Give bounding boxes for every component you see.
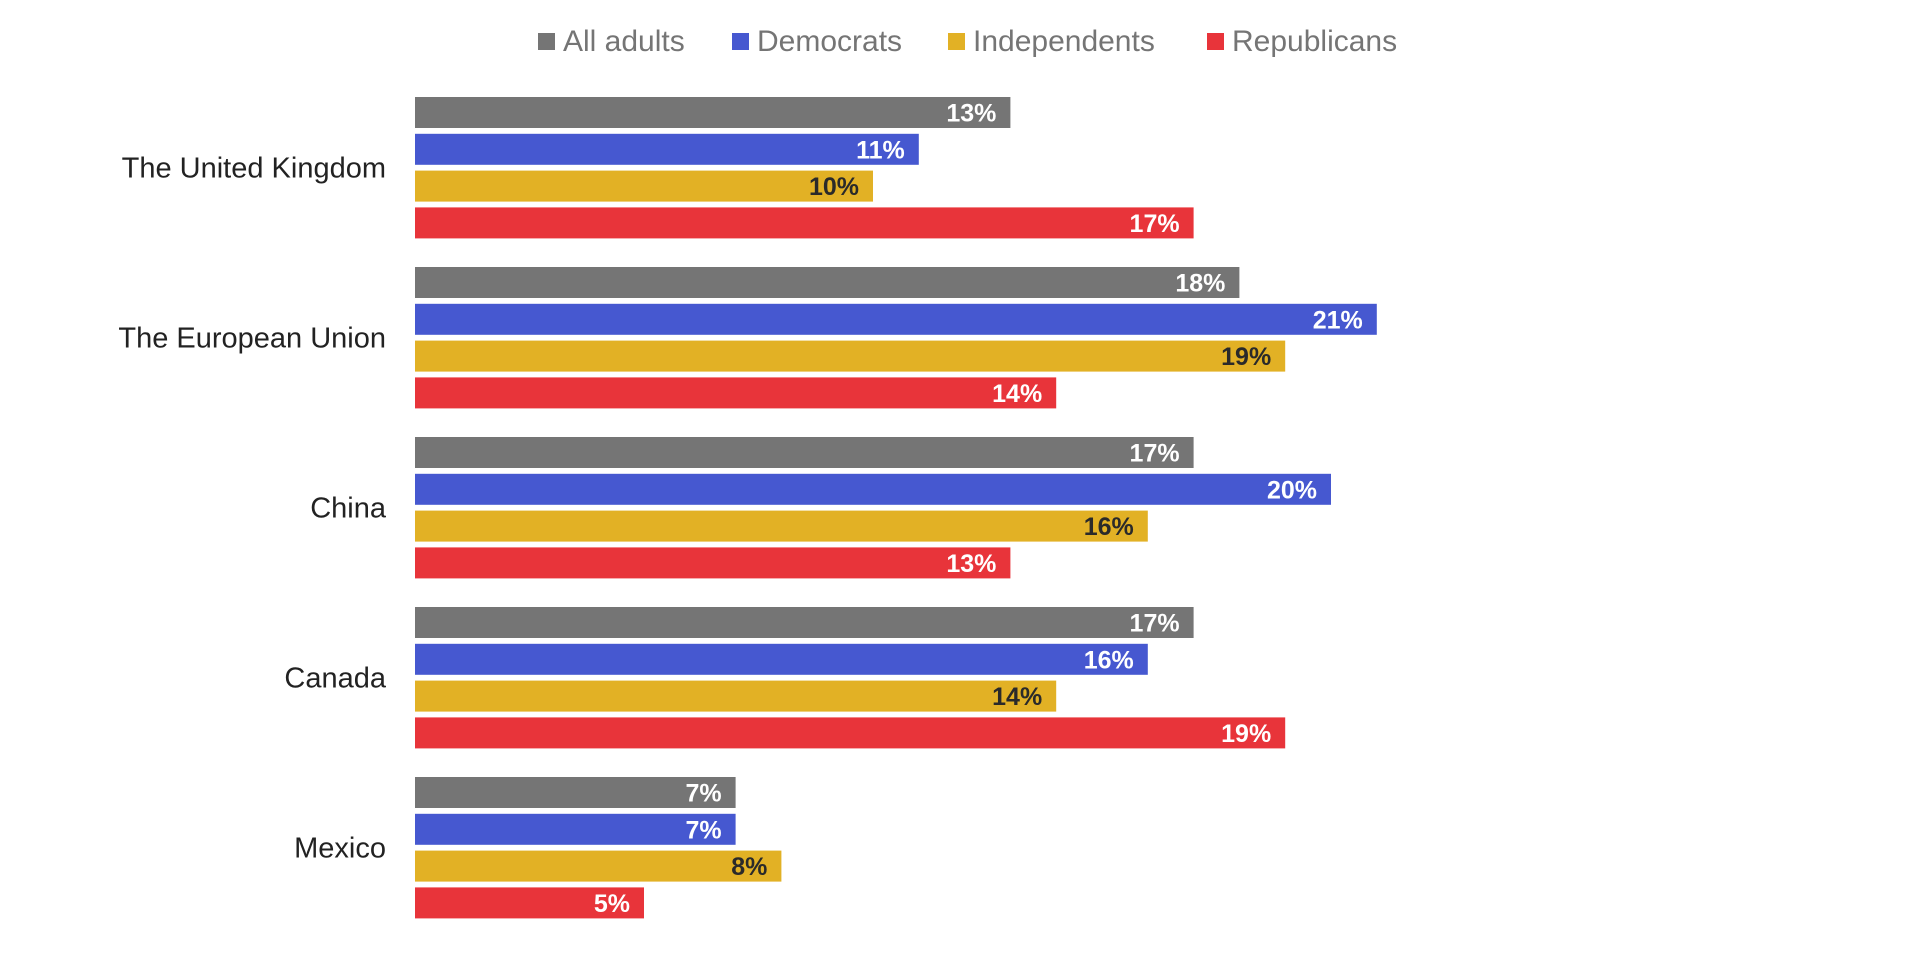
bar-china-democrats bbox=[415, 473, 1331, 505]
category-labels: The United Kingdom The European Union Chin… bbox=[118, 153, 387, 865]
legend-label-democrats: Democrats bbox=[757, 25, 902, 58]
category-label-canada: Canada bbox=[284, 663, 386, 695]
bar-mexico-independents bbox=[415, 850, 782, 882]
value-label-mexico-democrats: 7% bbox=[685, 816, 721, 844]
category-label-china: China bbox=[310, 493, 387, 525]
value-label-the-united-kingdom-democrats: 11% bbox=[856, 136, 905, 164]
bar-canada-independents bbox=[415, 680, 1057, 712]
legend-swatch-republicans bbox=[1207, 33, 1224, 50]
value-label-china-democrats: 20% bbox=[1267, 476, 1317, 504]
bar-canada-democrats bbox=[415, 643, 1148, 675]
legend-label-all-adults: All adults bbox=[563, 25, 685, 58]
bar-the-united-kingdom-democrats bbox=[415, 133, 919, 165]
value-label-the-european-union-independents: 19% bbox=[1221, 343, 1271, 371]
value-label-the-united-kingdom-independents: 10% bbox=[809, 173, 859, 201]
legend-label-independents: Independents bbox=[973, 25, 1155, 58]
value-label-canada-all-adults: 17% bbox=[1130, 610, 1180, 638]
bar-the-european-union-democrats bbox=[415, 303, 1377, 335]
bar-canada-republicans bbox=[415, 717, 1286, 749]
value-label-mexico-independents: 8% bbox=[731, 853, 767, 881]
value-label-china-independents: 16% bbox=[1084, 513, 1134, 541]
bar-the-united-kingdom-independents bbox=[415, 170, 873, 202]
bar-mexico-democrats bbox=[415, 813, 736, 845]
category-label-the-european-union: The European Union bbox=[118, 323, 386, 355]
legend-label-republicans: Republicans bbox=[1232, 25, 1397, 58]
bar-china-independents bbox=[415, 510, 1148, 542]
category-label-mexico: Mexico bbox=[294, 833, 386, 865]
value-label-mexico-all-adults: 7% bbox=[685, 780, 721, 808]
value-label-the-european-union-all-adults: 18% bbox=[1175, 270, 1225, 298]
value-label-mexico-republicans: 5% bbox=[594, 890, 630, 918]
value-label-canada-democrats: 16% bbox=[1084, 646, 1134, 674]
category-label-the-united-kingdom: The United Kingdom bbox=[122, 153, 386, 185]
legend: All adults Democrats Independents Republica… bbox=[538, 25, 1397, 58]
legend-swatch-democrats bbox=[732, 33, 749, 50]
bars bbox=[415, 97, 1377, 919]
bar-the-european-union-all-adults bbox=[415, 267, 1240, 298]
bar-china-all-adults bbox=[415, 437, 1194, 468]
value-labels: 13% 11% 10% 17% 18% 21% 19% 14% 17% 20% 16% 13% 17% 1… bbox=[594, 100, 1363, 918]
bar-the-united-kingdom-all-adults bbox=[415, 97, 1011, 128]
bar-china-republicans bbox=[415, 547, 1011, 579]
bar-the-european-union-independents bbox=[415, 340, 1286, 372]
value-label-china-republicans: 13% bbox=[946, 550, 996, 578]
bar-the-european-union-republicans bbox=[415, 377, 1057, 409]
legend-swatch-independents bbox=[948, 33, 965, 50]
value-label-canada-republicans: 19% bbox=[1221, 720, 1271, 748]
value-label-the-united-kingdom-republicans: 17% bbox=[1130, 210, 1180, 238]
value-label-the-european-union-republicans: 14% bbox=[992, 380, 1042, 408]
value-label-canada-independents: 14% bbox=[992, 683, 1042, 711]
value-label-the-united-kingdom-all-adults: 13% bbox=[946, 100, 996, 128]
value-label-china-all-adults: 17% bbox=[1130, 440, 1180, 468]
legend-swatch-all-adults bbox=[538, 33, 555, 50]
value-label-the-european-union-democrats: 21% bbox=[1313, 306, 1363, 334]
bar-mexico-republicans bbox=[415, 887, 644, 919]
bar-the-united-kingdom-republicans bbox=[415, 207, 1194, 239]
bar-canada-all-adults bbox=[415, 607, 1194, 638]
bar-mexico-all-adults bbox=[415, 777, 736, 808]
